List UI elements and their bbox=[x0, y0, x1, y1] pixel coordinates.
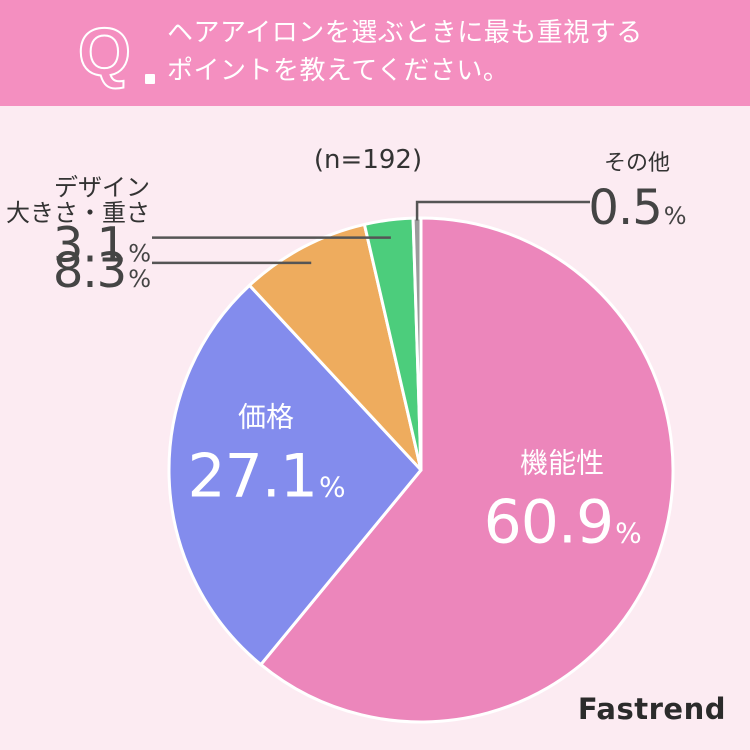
slice-label-1: 価格 bbox=[238, 401, 294, 434]
slice-value-4: 0.5% bbox=[588, 180, 685, 236]
slice-label-3: デザイン bbox=[54, 174, 150, 202]
leader-lines bbox=[152, 200, 590, 265]
leader-line-4 bbox=[415, 200, 590, 221]
slice-label-0: 機能性 bbox=[520, 447, 604, 480]
slice-labels: 機能性 60.9% 価格 27.1% 大きさ・重さ 8.3% デザイン 3.1% その他 0.5% bbox=[6, 151, 687, 558]
q-dot-icon bbox=[145, 74, 155, 84]
slice-value-3: 3.1% bbox=[53, 218, 150, 274]
question-header: Q ヘアアイロンを選ぶときに最も重視する ポイントを教えてください。 bbox=[0, 0, 750, 106]
brand-logo: Fastrend bbox=[577, 692, 726, 726]
question-line-1: ヘアアイロンを選ぶときに最も重視する bbox=[167, 18, 643, 48]
slice-label-2: 大きさ・重さ bbox=[6, 199, 150, 227]
sample-size-label: (n=192) bbox=[314, 145, 422, 175]
pie-slice-1 bbox=[167, 283, 423, 667]
question-line-2: ポイントを教えてください。 bbox=[167, 56, 510, 86]
question-text: ヘアアイロンを選ぶときに最も重視する ポイントを教えてください。 bbox=[167, 14, 727, 90]
slice-value-1: 27.1% bbox=[187, 442, 345, 512]
slice-label-4: その他 bbox=[604, 151, 670, 176]
slice-value-2: 8.3% bbox=[53, 243, 150, 299]
slice-value-0: 60.9% bbox=[484, 488, 642, 558]
q-mark-icon: Q bbox=[77, 13, 132, 91]
pie-slices bbox=[167, 216, 675, 724]
pie-slice-0 bbox=[259, 216, 675, 724]
